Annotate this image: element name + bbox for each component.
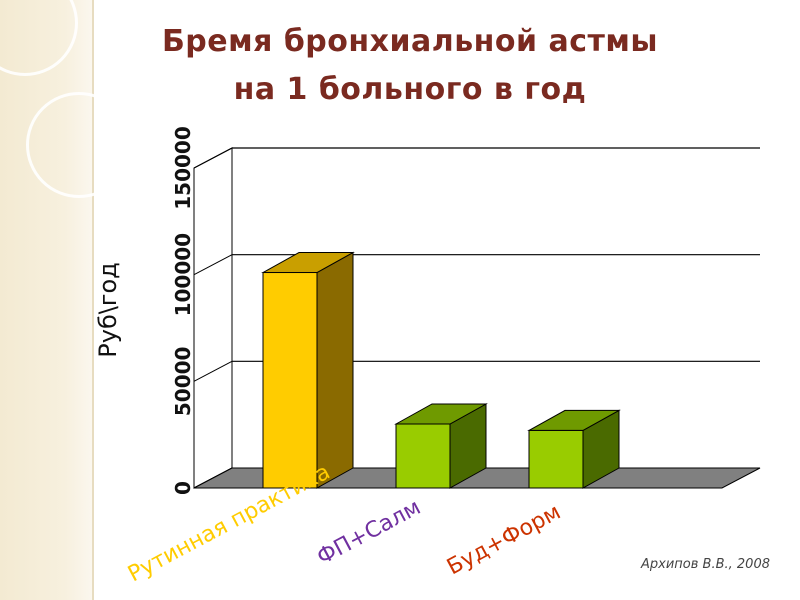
category-label: Буд+Форм xyxy=(443,500,565,581)
bar-front xyxy=(262,272,318,489)
bar xyxy=(394,403,488,489)
y-axis-label: Руб\год xyxy=(94,262,122,357)
bar xyxy=(261,251,355,489)
gridline-side xyxy=(193,254,233,276)
y-tick-label: 150000 xyxy=(171,126,195,210)
decorative-ring xyxy=(26,92,132,198)
y-axis-ticks: 0 50000 100000 150000 xyxy=(171,126,195,495)
category-label: ФП+Салм xyxy=(313,495,425,570)
gridline-side xyxy=(193,360,233,382)
bar-front xyxy=(395,423,451,489)
bar-top xyxy=(261,252,355,274)
chart-bars xyxy=(261,251,621,489)
bar-top xyxy=(394,403,488,425)
y-tick-label: 0 xyxy=(171,481,195,495)
bar-side xyxy=(316,251,354,489)
slide-subtitle: на 1 больного в год xyxy=(233,72,587,107)
decorative-divider xyxy=(92,0,94,600)
gridline-side xyxy=(193,147,233,169)
bar-front xyxy=(528,429,584,489)
bar-top xyxy=(527,409,621,431)
y-tick-label: 50000 xyxy=(171,347,195,417)
chart-side-wall xyxy=(193,147,233,489)
bar xyxy=(527,409,621,489)
slide-title: Бремя бронхиальной астмы xyxy=(161,24,659,59)
source-credit: Архипов В.В., 2008 xyxy=(641,557,770,572)
y-tick-label: 100000 xyxy=(171,233,195,317)
